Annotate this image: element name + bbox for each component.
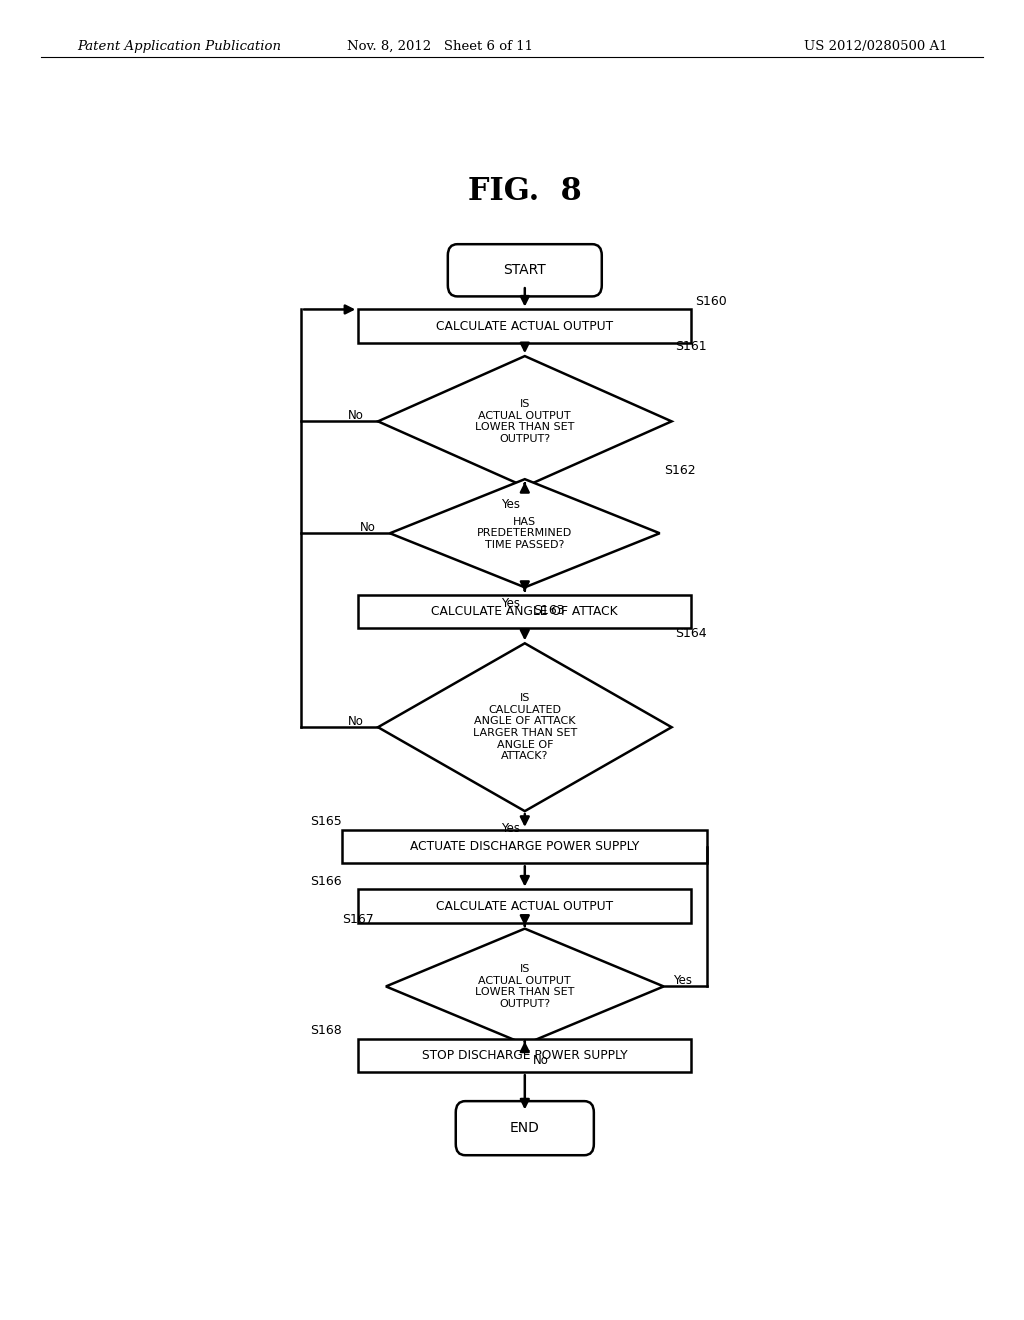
Text: S165: S165 xyxy=(310,814,342,828)
Polygon shape xyxy=(386,929,664,1044)
Text: No: No xyxy=(348,409,364,422)
Bar xyxy=(342,830,708,863)
Text: CALCULATE ANGLE OF ATTACK: CALCULATE ANGLE OF ATTACK xyxy=(431,605,618,618)
Text: Yes: Yes xyxy=(673,974,692,987)
Text: START: START xyxy=(504,263,546,277)
Text: STOP DISCHARGE POWER SUPPLY: STOP DISCHARGE POWER SUPPLY xyxy=(422,1049,628,1063)
Text: S163: S163 xyxy=(532,605,564,618)
Text: CALCULATE ACTUAL OUTPUT: CALCULATE ACTUAL OUTPUT xyxy=(436,900,613,912)
FancyBboxPatch shape xyxy=(456,1101,594,1155)
Text: No: No xyxy=(359,521,376,535)
Text: S167: S167 xyxy=(342,913,374,925)
Text: S160: S160 xyxy=(695,294,727,308)
Bar xyxy=(358,309,691,343)
Text: IS
CALCULATED
ANGLE OF ATTACK
LARGER THAN SET
ANGLE OF
ATTACK?: IS CALCULATED ANGLE OF ATTACK LARGER THA… xyxy=(473,693,577,762)
Text: IS
ACTUAL OUTPUT
LOWER THAN SET
OUTPUT?: IS ACTUAL OUTPUT LOWER THAN SET OUTPUT? xyxy=(475,964,574,1008)
Bar xyxy=(358,595,691,628)
Text: S166: S166 xyxy=(310,875,342,887)
Text: END: END xyxy=(510,1121,540,1135)
Text: IS
ACTUAL OUTPUT
LOWER THAN SET
OUTPUT?: IS ACTUAL OUTPUT LOWER THAN SET OUTPUT? xyxy=(475,399,574,444)
Text: ACTUATE DISCHARGE POWER SUPPLY: ACTUATE DISCHARGE POWER SUPPLY xyxy=(411,840,639,853)
Text: CALCULATE ACTUAL OUTPUT: CALCULATE ACTUAL OUTPUT xyxy=(436,319,613,333)
Bar xyxy=(358,890,691,923)
Text: FIG.  8: FIG. 8 xyxy=(468,176,582,206)
Polygon shape xyxy=(378,356,672,487)
Text: Patent Application Publication: Patent Application Publication xyxy=(77,40,281,53)
Text: Yes: Yes xyxy=(501,597,520,610)
Text: Yes: Yes xyxy=(501,498,520,511)
Text: S168: S168 xyxy=(310,1024,342,1036)
Text: Yes: Yes xyxy=(501,822,520,836)
Text: Nov. 8, 2012   Sheet 6 of 11: Nov. 8, 2012 Sheet 6 of 11 xyxy=(347,40,534,53)
Text: S164: S164 xyxy=(676,627,708,640)
Polygon shape xyxy=(390,479,659,587)
Text: No: No xyxy=(348,715,364,729)
Text: HAS
PREDETERMINED
TIME PASSED?: HAS PREDETERMINED TIME PASSED? xyxy=(477,516,572,550)
Bar xyxy=(358,1039,691,1072)
FancyBboxPatch shape xyxy=(447,244,602,297)
Text: US 2012/0280500 A1: US 2012/0280500 A1 xyxy=(804,40,947,53)
Text: No: No xyxy=(532,1053,549,1067)
Text: S162: S162 xyxy=(664,465,695,478)
Polygon shape xyxy=(378,643,672,810)
Text: S161: S161 xyxy=(676,341,708,354)
